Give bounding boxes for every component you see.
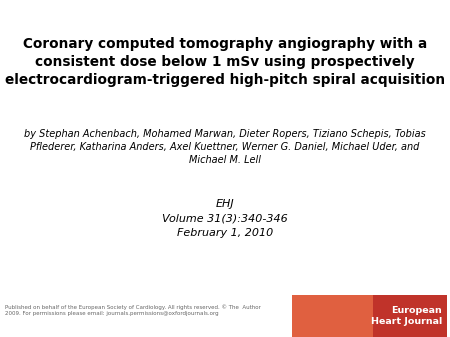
Bar (292, 295, 373, 337)
Text: by Stephan Achenbach, Mohamed Marwan, Dieter Ropers, Tiziano Schepis, Tobias
Pfl: by Stephan Achenbach, Mohamed Marwan, Di… (24, 129, 426, 165)
Bar (373, 295, 447, 337)
Text: EHJ
Volume 31(3):340-346
February 1, 2010: EHJ Volume 31(3):340-346 February 1, 201… (162, 199, 288, 238)
Text: European
Heart Journal: European Heart Journal (371, 306, 442, 326)
Text: Published on behalf of the European Society of Cardiology. All rights reserved. : Published on behalf of the European Soci… (5, 304, 261, 316)
Text: Coronary computed tomography angiography with a
consistent dose below 1 mSv usin: Coronary computed tomography angiography… (5, 37, 445, 87)
